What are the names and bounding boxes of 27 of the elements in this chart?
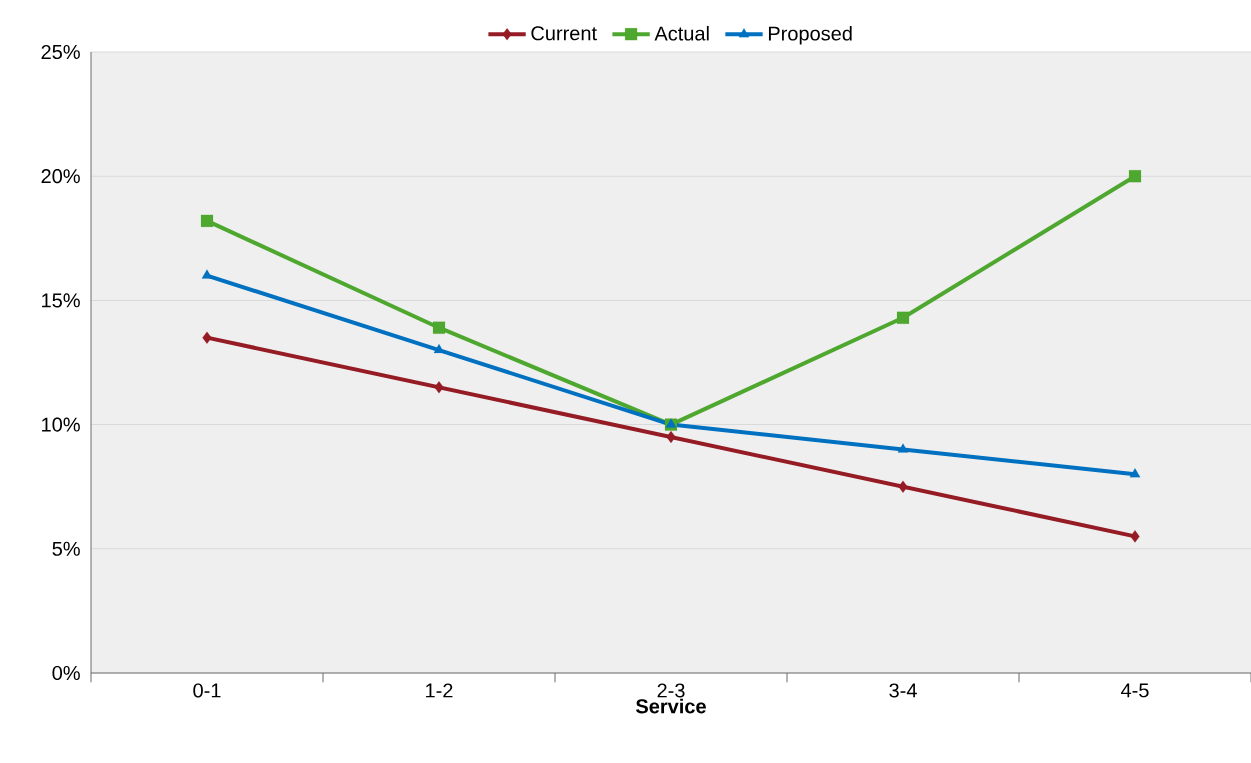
point bbox=[432, 321, 446, 334]
y-tick-label: 15% bbox=[42, 293, 80, 308]
x-tick-label: 4-5 bbox=[1121, 683, 1149, 698]
point bbox=[202, 331, 212, 344]
point bbox=[666, 430, 676, 444]
point bbox=[433, 343, 445, 354]
x-tick-label: 1-2 bbox=[426, 683, 453, 698]
x-tick-label: 3-4 bbox=[889, 683, 917, 698]
point bbox=[1128, 170, 1142, 183]
y-tick-label: 5% bbox=[52, 541, 80, 556]
y-tick-label: 20% bbox=[41, 169, 80, 184]
y-tick-label: 25% bbox=[41, 44, 80, 60]
point bbox=[1129, 468, 1141, 478]
point bbox=[1130, 530, 1140, 543]
legend-label: Actual bbox=[654, 25, 709, 41]
legend-label: Current bbox=[531, 26, 597, 41]
point bbox=[200, 214, 214, 227]
x-tick-label: 0-1 bbox=[193, 683, 221, 698]
y-tick-label: 0% bbox=[52, 665, 80, 681]
x-tick-label: 2-3 bbox=[657, 683, 685, 698]
point bbox=[896, 311, 910, 324]
point bbox=[434, 381, 444, 394]
x-axis-title: Service bbox=[636, 698, 706, 714]
point bbox=[898, 480, 908, 493]
legend-label: Proposed bbox=[768, 25, 852, 45]
y-tick-label: 10% bbox=[42, 417, 80, 432]
point bbox=[897, 443, 909, 453]
